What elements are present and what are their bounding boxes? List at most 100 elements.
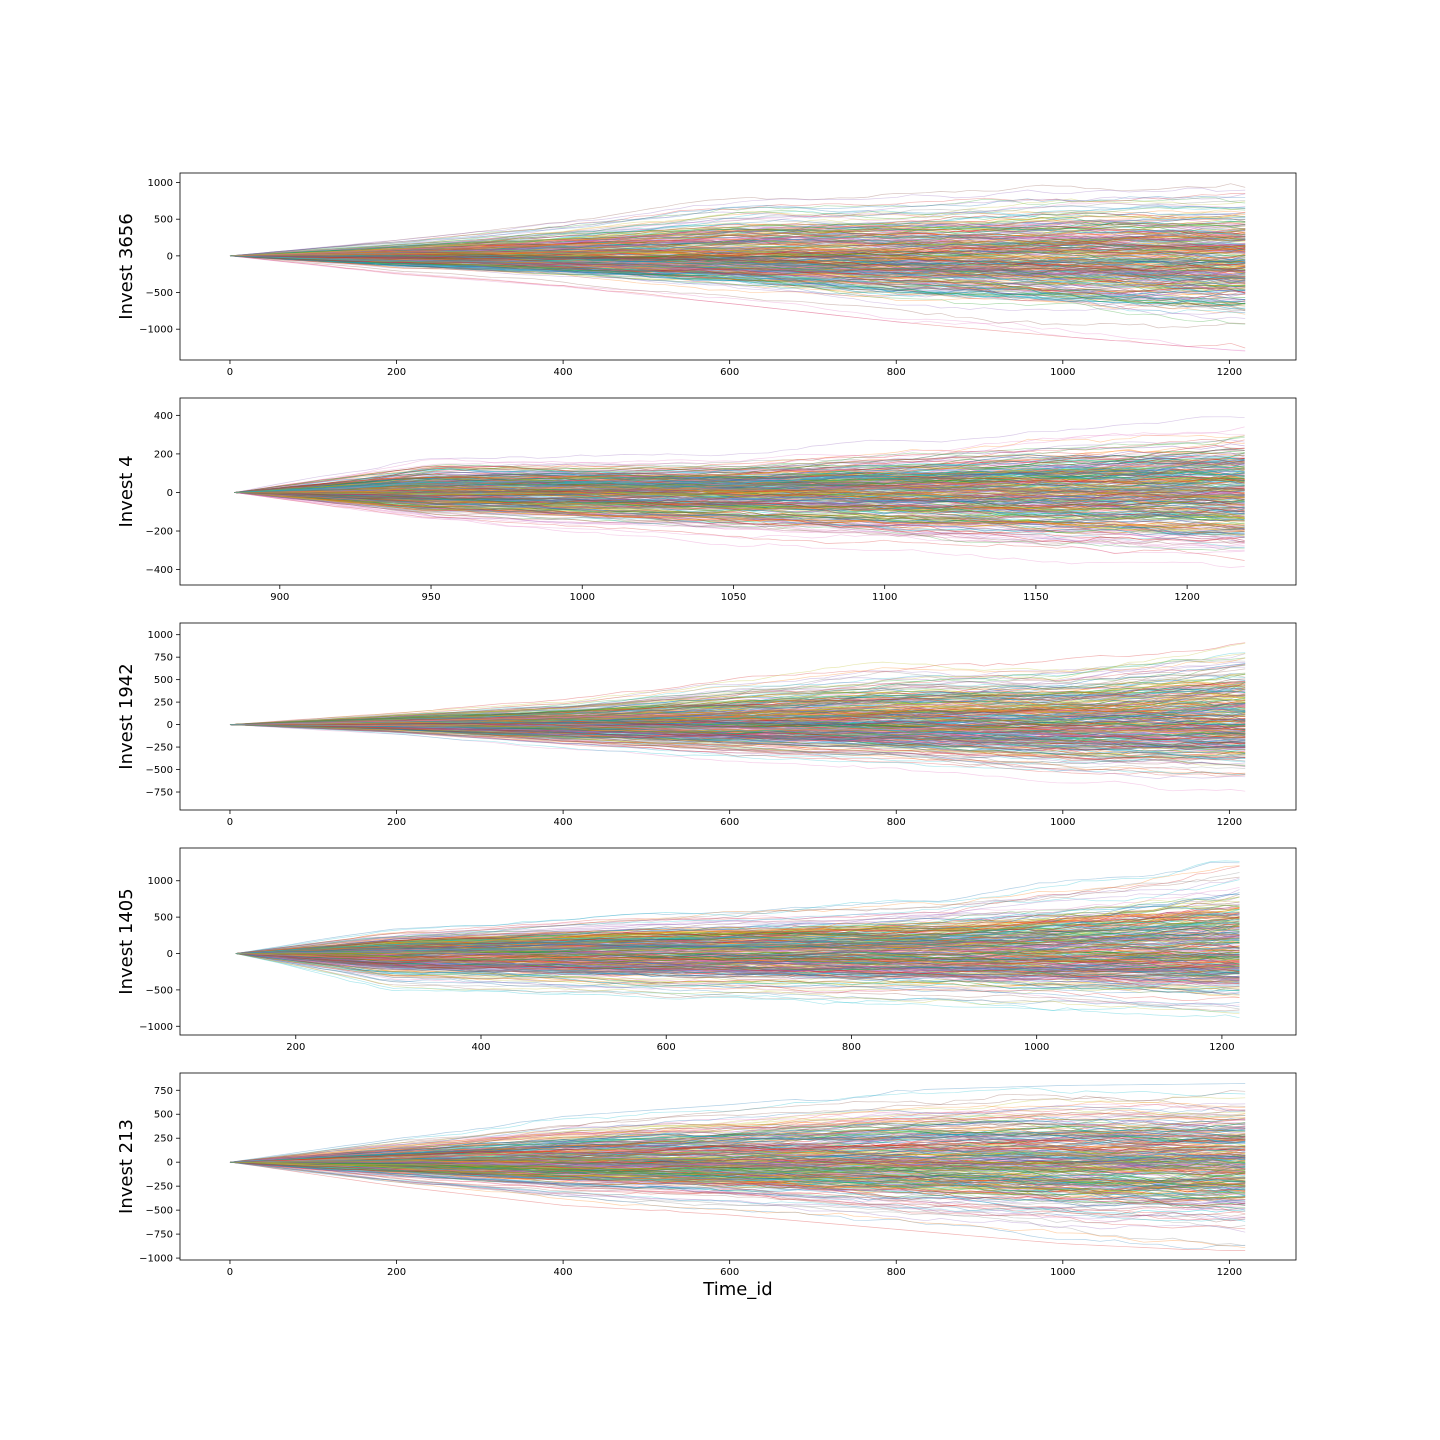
series-line <box>229 1109 1246 1163</box>
series-line <box>229 1161 1246 1193</box>
series-line <box>234 457 1245 493</box>
series-line <box>229 1116 1246 1163</box>
y-tick-label: −250 <box>146 743 173 754</box>
series-line <box>234 492 1245 529</box>
series-line <box>229 1126 1246 1163</box>
series-line <box>229 197 1246 257</box>
subplot-panel: 200 400 600 800 1000 1200 −1000 −500 0 500 1000 Inv… <box>116 847 1297 1053</box>
x-axis-label: Time_id <box>702 1279 772 1300</box>
series-line <box>229 1101 1246 1163</box>
series-line <box>229 724 1246 777</box>
series-line <box>229 1161 1246 1228</box>
series-line <box>229 1161 1246 1251</box>
axes-frame <box>179 847 1297 1036</box>
series-line <box>229 724 1246 760</box>
y-tick-label: −500 <box>146 1206 173 1217</box>
x-tick-label: 1200 <box>1209 1042 1234 1053</box>
series-line <box>229 1161 1246 1221</box>
series-line <box>235 953 1240 1013</box>
series-line <box>229 205 1246 257</box>
series-line <box>229 676 1246 725</box>
series-line <box>234 492 1245 527</box>
series-line <box>230 255 1246 275</box>
series-line <box>229 1156 1246 1172</box>
y-tick-label: −500 <box>146 765 173 776</box>
series-line <box>229 1161 1246 1207</box>
series-line <box>235 916 1240 954</box>
series-line <box>234 435 1245 493</box>
series-line <box>229 1161 1246 1249</box>
x-tick-label: 900 <box>270 592 289 603</box>
series-line <box>229 1083 1246 1163</box>
series-line <box>235 950 1240 962</box>
series-line <box>229 724 1246 750</box>
series-line <box>229 255 1246 320</box>
series-line <box>235 953 1240 1008</box>
series-line <box>234 492 1245 561</box>
series-line <box>229 724 1246 776</box>
y-tick-label: −1000 <box>139 1022 173 1033</box>
series-line <box>235 907 1240 954</box>
series-line <box>234 492 1245 538</box>
x-tick-label: 1050 <box>721 592 746 603</box>
x-tick-label: 950 <box>421 592 440 603</box>
x-tick-label: 1000 <box>570 592 595 603</box>
series-line <box>229 218 1246 257</box>
series-line <box>235 921 1240 954</box>
series-line <box>229 211 1246 257</box>
series-line <box>229 1109 1246 1163</box>
series-line <box>229 699 1246 725</box>
y-tick-label: 500 <box>154 675 173 686</box>
series-line <box>229 1161 1246 1205</box>
series-line <box>229 653 1246 725</box>
series-line <box>234 492 1245 551</box>
series-line <box>234 492 1245 504</box>
series-line <box>234 492 1245 541</box>
series-line <box>229 255 1246 305</box>
series-line <box>229 199 1246 257</box>
x-tick-label: 600 <box>720 367 739 378</box>
series-line <box>235 953 1240 994</box>
series-line <box>234 434 1245 493</box>
series-line <box>229 652 1246 725</box>
series-line <box>235 889 1240 954</box>
series-line <box>235 912 1240 954</box>
series-line <box>229 662 1246 725</box>
series-line <box>229 724 1246 767</box>
series-line <box>230 1155 1246 1167</box>
x-tick-label: 800 <box>887 817 906 828</box>
series-line <box>234 439 1245 493</box>
series-line <box>229 1096 1246 1163</box>
series-line <box>229 193 1246 257</box>
series-line <box>229 235 1246 257</box>
y-tick-label: −250 <box>146 1182 173 1193</box>
series-line <box>229 685 1246 725</box>
x-tick-label: 1000 <box>1024 1042 1049 1053</box>
series-line <box>229 193 1246 257</box>
series-line <box>229 1161 1246 1215</box>
series-line <box>229 1161 1246 1250</box>
series-line <box>229 1148 1246 1166</box>
series-line <box>229 672 1246 725</box>
x-tick-label: 400 <box>471 1042 490 1053</box>
x-tick-label: 200 <box>387 817 406 828</box>
series-line <box>234 439 1245 493</box>
series-line <box>235 953 1240 982</box>
series-line <box>234 485 1245 497</box>
series-line <box>229 235 1246 257</box>
series-line <box>234 469 1245 493</box>
series-group <box>235 860 1240 1019</box>
series-line <box>234 416 1245 493</box>
axes-frame <box>179 1072 1297 1261</box>
axes-frame <box>179 172 1297 361</box>
series-line <box>229 657 1246 725</box>
series-line <box>234 492 1245 568</box>
x-tick-label: 400 <box>554 367 573 378</box>
series-line <box>229 1161 1246 1175</box>
series-line <box>235 953 1240 974</box>
series-line <box>234 461 1245 493</box>
series-line <box>234 451 1245 493</box>
x-tick-label: 400 <box>554 1267 573 1278</box>
series-line <box>234 492 1245 548</box>
series-line <box>234 492 1245 547</box>
